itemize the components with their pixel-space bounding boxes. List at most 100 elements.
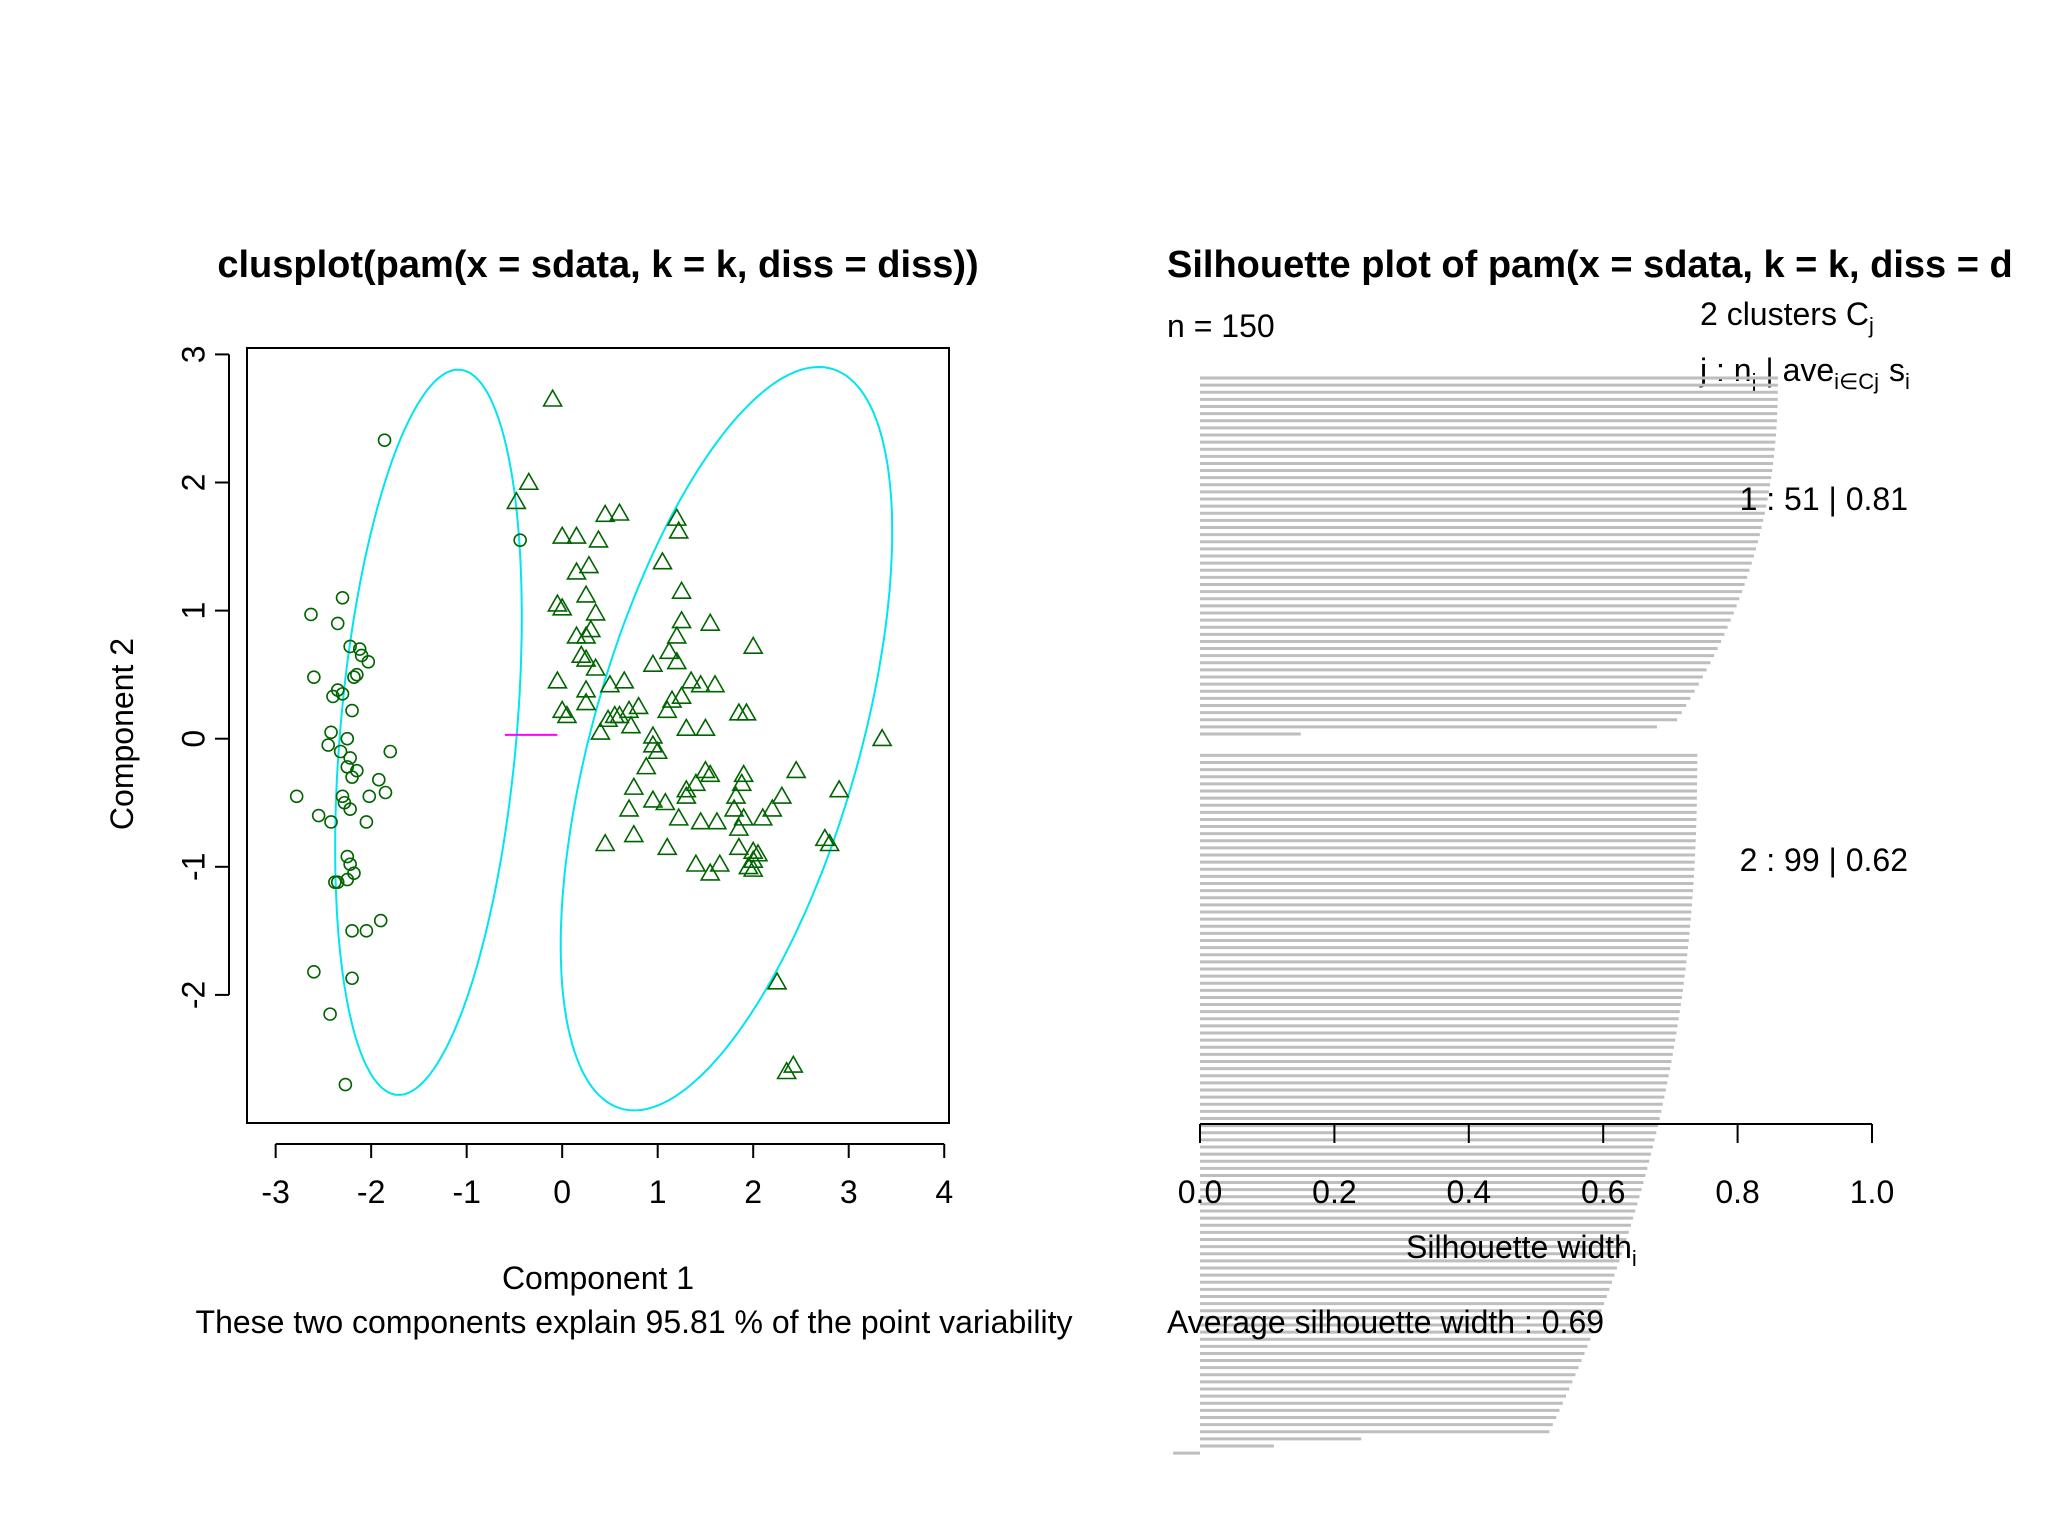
data-point-triangle: [585, 657, 606, 676]
x-tick-label: 0: [553, 1174, 571, 1210]
silhouette-title: Silhouette plot of pam(x = sdata, k = k,…: [1167, 244, 2013, 286]
x-tick-label: 3: [840, 1174, 858, 1210]
data-point-triangle: [620, 715, 642, 734]
clusplot-x-label: Component 1: [502, 1260, 694, 1296]
data-point-triangle: [685, 772, 707, 792]
y-tick-label: -1: [175, 853, 211, 881]
data-point-triangle: [771, 785, 793, 804]
silhouette-bars: [1173, 376, 1778, 1455]
data-point-triangle: [547, 593, 568, 612]
data-point-triangle: [518, 471, 540, 491]
data-point-circle: [321, 738, 335, 752]
data-point-circle: [362, 789, 377, 804]
data-point-circle: [377, 433, 392, 448]
data-point-triangle: [761, 798, 783, 817]
data-point-circle: [340, 731, 355, 746]
data-point-circle: [343, 751, 357, 765]
data-point-triangle: [675, 785, 697, 804]
y-tick-label: -2: [175, 981, 211, 1009]
clusplot-panel: clusplot(pam(x = sdata, k = k, diss = di…: [104, 244, 1072, 1340]
data-point-circle: [304, 607, 318, 622]
data-point-triangle: [652, 551, 673, 570]
data-point-triangle: [580, 619, 602, 638]
data-point-circle: [345, 703, 359, 718]
data-point-triangle: [566, 561, 587, 580]
data-point-triangle: [728, 836, 750, 856]
data-point-triangle: [675, 779, 697, 798]
data-point-circle: [343, 802, 357, 816]
data-point-triangle: [575, 679, 597, 698]
y-tick-label: 1: [175, 602, 211, 620]
data-point-triangle: [742, 840, 764, 859]
silhouette-cluster-1-label: 1 : 51 | 0.81: [1740, 481, 1908, 517]
data-point-triangle: [785, 760, 807, 779]
data-point-triangle: [814, 828, 836, 847]
data-point-circle: [335, 789, 350, 804]
data-point-circle: [347, 670, 361, 685]
data-point-circle: [345, 924, 359, 938]
data-point-circle: [345, 770, 359, 784]
cluster-ellipses: [334, 365, 894, 1112]
data-point-triangle: [704, 674, 726, 693]
data-point-triangle: [666, 625, 688, 644]
data-point-triangle: [656, 699, 678, 719]
y-tick-label: 2: [175, 474, 211, 492]
data-point-triangle: [828, 779, 850, 798]
data-point-triangle: [666, 651, 688, 670]
data-point-triangle: [736, 702, 757, 721]
data-point-circle: [307, 965, 321, 979]
data-point-triangle: [819, 833, 840, 852]
data-point-circle: [324, 815, 338, 829]
data-point-triangle: [695, 760, 716, 779]
data-point-triangle: [623, 776, 645, 795]
x-tick-label: 0.4: [1447, 1174, 1491, 1210]
data-point-triangle: [782, 1054, 804, 1073]
data-point-triangle: [547, 670, 568, 689]
data-point-triangle: [551, 597, 573, 616]
data-point-circle: [333, 744, 348, 759]
cluster-ellipse-2: [559, 365, 894, 1112]
x-tick-label: -3: [261, 1174, 289, 1210]
data-point-triangle: [609, 705, 630, 724]
data-point-triangle: [570, 644, 592, 663]
data-point-triangle: [671, 610, 692, 629]
data-point-triangle: [668, 520, 690, 539]
clusplot-x-axis: -3 -2 -1 0 1 2 3 4: [261, 1143, 953, 1210]
x-tick-label: 1: [649, 1174, 667, 1210]
data-point-triangle: [575, 648, 597, 667]
silhouette-average-label: Average silhouette width : 0.69: [1167, 1304, 1604, 1340]
data-point-circle: [513, 533, 527, 547]
data-point-triangle: [695, 717, 716, 737]
data-point-circle: [383, 744, 398, 759]
x-tick-label: 2: [744, 1174, 762, 1210]
data-point-circle: [311, 808, 326, 823]
data-point-triangle: [618, 699, 640, 719]
data-point-circle: [335, 687, 350, 701]
data-point-circle: [289, 789, 304, 804]
data-point-triangle: [575, 692, 597, 711]
data-point-triangle: [742, 635, 764, 655]
data-point-triangle: [575, 584, 597, 603]
data-point-triangle: [699, 763, 721, 783]
data-point-triangle: [706, 811, 728, 830]
clusplot-subtitle: These two components explain 95.81 % of …: [196, 1304, 1073, 1340]
y-tick-label: 0: [175, 730, 211, 748]
data-point-triangle: [656, 836, 678, 856]
data-point-triangle: [642, 653, 664, 672]
data-point-triangle: [668, 807, 690, 826]
data-point-triangle: [766, 971, 788, 990]
data-point-triangle: [609, 502, 630, 521]
clusplot-y-label: Component 2: [104, 638, 140, 830]
data-point-triangle: [731, 772, 753, 792]
data-point-triangle: [675, 717, 697, 737]
x-tick-label: 4: [935, 1174, 953, 1210]
data-point-triangle: [542, 388, 564, 407]
data-point-triangle: [752, 807, 774, 826]
data-point-circle: [343, 639, 357, 654]
x-tick-label: 0.8: [1715, 1174, 1759, 1210]
y-tick-label: 3: [175, 346, 211, 364]
data-point-triangle: [642, 789, 664, 808]
data-point-triangle: [690, 811, 712, 830]
data-point-triangle: [680, 670, 702, 689]
data-point-triangle: [599, 674, 621, 693]
